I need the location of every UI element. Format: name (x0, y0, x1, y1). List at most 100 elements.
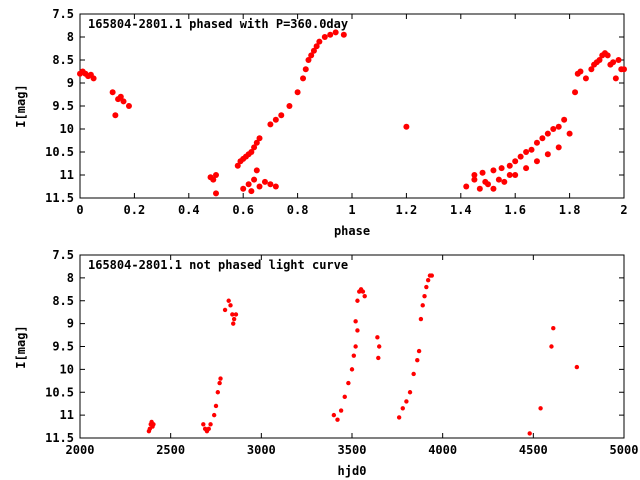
data-point (555, 123, 562, 130)
data-points (146, 273, 580, 436)
data-point (342, 394, 347, 400)
data-point (551, 326, 556, 331)
data-point (294, 89, 301, 96)
data-point (422, 293, 427, 299)
data-point (112, 112, 119, 119)
x-tick-label: 2500 (156, 443, 185, 457)
data-point (213, 190, 219, 197)
plot-frame (79, 13, 625, 199)
data-point (217, 380, 222, 386)
data-point (566, 130, 573, 137)
y-tick-label: 10.5 (45, 145, 74, 159)
data-point (527, 431, 532, 436)
data-point (248, 149, 255, 155)
data-point (490, 167, 497, 174)
data-point (375, 335, 380, 340)
data-point (512, 172, 519, 178)
plot-frame (79, 254, 625, 439)
data-point (226, 298, 231, 303)
data-point (506, 162, 513, 169)
data-point (490, 185, 497, 192)
data-point (201, 422, 206, 427)
data-point (234, 162, 241, 169)
data-points (77, 29, 627, 197)
y-tick-label: 11 (60, 168, 74, 182)
data-point (588, 66, 595, 73)
data-point (335, 417, 340, 422)
data-point (228, 303, 233, 308)
y-tick-label: 8.5 (52, 53, 74, 67)
data-point (403, 123, 410, 130)
data-point (222, 307, 228, 313)
data-point (621, 66, 627, 73)
data-point (240, 185, 247, 192)
data-point (331, 412, 337, 418)
x-tick-label: 5000 (610, 443, 639, 457)
data-point (577, 68, 584, 75)
data-point (555, 144, 562, 151)
data-point (377, 344, 382, 349)
data-point (574, 364, 580, 370)
data-point (355, 298, 360, 303)
data-point (498, 165, 505, 172)
x-tick-label: 1 (348, 203, 355, 217)
data-point (267, 121, 274, 128)
x-tick-label: 0.8 (287, 203, 309, 217)
data-point (596, 57, 603, 63)
data-point (544, 130, 551, 137)
y-tick-label: 8.5 (52, 294, 74, 308)
data-point (208, 422, 213, 427)
data-point (463, 183, 470, 190)
data-point (267, 181, 274, 188)
data-point (400, 406, 405, 411)
y-tick-label: 10.5 (45, 385, 74, 399)
data-point (479, 169, 486, 176)
y-tick-label: 7.5 (52, 7, 74, 21)
data-point (300, 75, 307, 82)
data-point (230, 312, 235, 317)
data-point (206, 426, 211, 432)
data-point (218, 376, 223, 381)
data-point (353, 319, 358, 324)
y-tick-label: 8 (67, 271, 74, 285)
data-point (302, 66, 309, 73)
data-point (418, 316, 424, 322)
data-point (528, 146, 535, 153)
data-point (251, 176, 258, 183)
data-point (523, 165, 530, 172)
y-tick-label: 9 (67, 76, 74, 90)
data-point (151, 422, 156, 427)
data-point (125, 103, 132, 109)
data-point (117, 93, 124, 100)
data-point (485, 181, 491, 188)
data-point (120, 98, 127, 105)
data-point (550, 126, 557, 132)
data-point (210, 176, 217, 183)
data-point (351, 353, 357, 358)
data-point (420, 303, 425, 308)
data-point (604, 52, 611, 59)
x-tick-label: 0.4 (178, 203, 200, 217)
x-tick-label: 0.6 (232, 203, 254, 217)
data-point (425, 277, 431, 283)
data-point (561, 116, 568, 123)
y-tick-label: 7.5 (52, 248, 74, 262)
y-tick-label: 10 (60, 362, 74, 376)
data-point (245, 181, 252, 188)
data-point (533, 139, 540, 146)
data-point (233, 312, 239, 317)
data-point (213, 403, 219, 409)
data-point (501, 178, 508, 185)
data-point (215, 390, 221, 395)
data-point (582, 75, 589, 82)
data-point (213, 172, 219, 178)
data-point (376, 355, 381, 361)
x-tick-label: 1.2 (396, 203, 418, 217)
y-tick-label: 8 (67, 30, 74, 44)
data-point (332, 29, 339, 36)
y-tick-label: 10 (60, 122, 74, 136)
data-point (476, 185, 483, 192)
x-tick-label: 1.4 (450, 203, 472, 217)
data-point (248, 188, 255, 195)
